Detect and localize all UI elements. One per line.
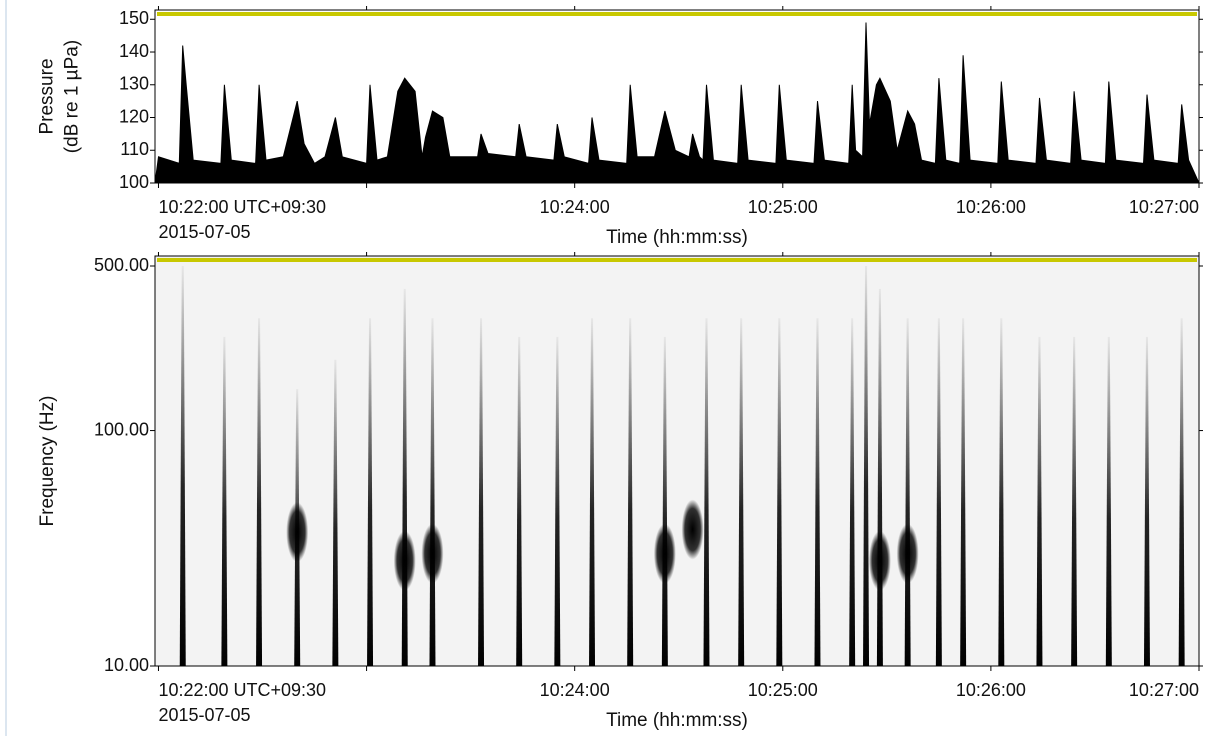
spectrogram-stripe (516, 336, 523, 666)
spectrogram-blob (681, 499, 704, 560)
spectrogram-stripe (256, 318, 263, 666)
spectrogram-stripe (1071, 336, 1078, 666)
spectrogram-stripe (589, 318, 596, 666)
y-axis-title: Pressure (37, 58, 58, 134)
x-tick-label: 10:27:00 (1129, 680, 1199, 700)
y-tick-label: 100.00 (94, 419, 149, 439)
x-tick-label: 10:22:00 UTC+09:30 (158, 680, 326, 700)
x-tick-label: 10:24:00 (540, 197, 610, 217)
spectrogram-blob (896, 523, 919, 584)
spectrogram-stripe (1036, 336, 1043, 666)
spectrogram-stripe (703, 318, 710, 666)
spectrogram-blob (393, 530, 416, 591)
spectrogram-stripe (935, 318, 942, 666)
spectrogram-blob (286, 502, 309, 563)
y-tick-label: 150 (119, 8, 149, 28)
pressure-area (154, 22, 1200, 184)
x-tick-label: 10:26:00 (956, 197, 1026, 217)
x-axis-title: Time (hh:mm:ss) (606, 227, 748, 248)
x-axis-title: Time (hh:mm:ss) (606, 710, 748, 731)
spectrogram-blob (421, 523, 444, 584)
spectrogram-stripe (863, 266, 870, 666)
x-tick-label: 10:25:00 (748, 680, 818, 700)
range-bar (157, 258, 1197, 262)
y-axis-title: Frequency (Hz) (37, 396, 58, 527)
x-tick-label: 10:22:00 UTC+09:30 (158, 197, 326, 217)
x-tick-label: 10:24:00 (540, 680, 610, 700)
spectrogram-stripe (998, 318, 1005, 666)
spectrogram-stripe (179, 266, 186, 666)
spectrogram-stripe (1178, 318, 1185, 666)
x-origin-date: 2015-07-05 (158, 222, 250, 242)
spectrogram-stripe (221, 336, 228, 666)
x-tick-label: 10:26:00 (956, 680, 1026, 700)
spectrogram-stripe (332, 359, 339, 666)
y-tick-label: 120 (119, 106, 149, 126)
x-tick-label: 10:25:00 (748, 197, 818, 217)
spectrogram-stripe (661, 336, 668, 666)
plot-frame (154, 255, 1200, 667)
y-tick-label: 10.00 (104, 655, 149, 675)
y-tick-label: 130 (119, 74, 149, 94)
spectrogram-stripe (1143, 336, 1150, 666)
spectrogram-background (155, 256, 1199, 666)
spectrogram-stripe (554, 336, 561, 666)
range-bar (157, 12, 1197, 16)
spectrogram-stripe (776, 318, 783, 666)
y-tick-label: 500.00 (94, 255, 149, 275)
spectrogram-stripe (960, 318, 967, 666)
spectrogram-stripe (814, 318, 821, 666)
spectrogram-stripe (367, 318, 374, 666)
y-tick-label: 100 (119, 172, 149, 192)
spectrogram-stripe (1105, 336, 1112, 666)
spectrogram-stripe (849, 318, 856, 666)
x-tick-label: 10:27:00 (1129, 197, 1199, 217)
spectrogram-stripe (627, 318, 634, 666)
y-tick-label: 110 (120, 139, 149, 159)
spectrogram-stripe (738, 318, 745, 666)
spectrogram-blob (868, 530, 891, 591)
y-tick-label: 140 (119, 41, 149, 61)
plot-frame (154, 9, 1200, 184)
spectrogram-blob (653, 523, 676, 584)
spectrogram-stripe (478, 318, 485, 666)
x-origin-date: 2015-07-05 (158, 705, 250, 725)
y-axis-title: (dB re 1 µPa) (62, 40, 83, 153)
